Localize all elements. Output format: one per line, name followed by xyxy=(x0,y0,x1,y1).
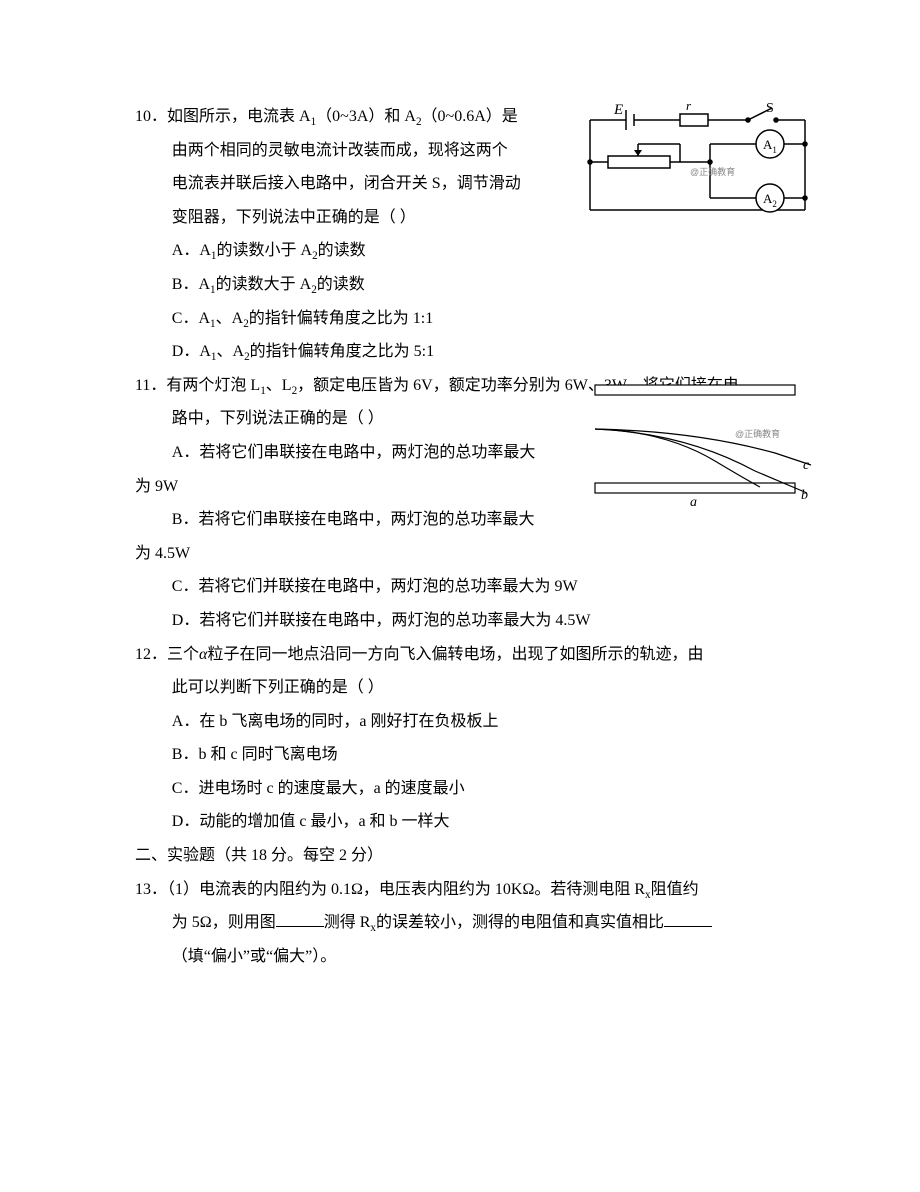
q12-stem-line1: 12．三个α粒子在同一地点沿同一方向飞入偏转电场，出现了如图所示的轨迹，由 xyxy=(135,638,805,672)
label-e: E xyxy=(613,102,623,118)
section-2-header: 二、实验题（共 18 分。每空 2 分） xyxy=(135,839,805,873)
question-13: 13．（1）电流表的内阻约为 0.1Ω，电压表内阻约为 10KΩ。若待测电阻 R… xyxy=(135,873,805,974)
q12-option-b: B．b 和 c 同时飞离电场 xyxy=(135,738,805,772)
q12-option-a: A．在 b 飞离电场的同时，a 刚好打在负极板上 xyxy=(135,705,805,739)
q10-option-a: A．A1的读数小于 A2的读数 xyxy=(135,234,805,268)
blank-1[interactable] xyxy=(276,910,324,927)
q12-stem-line2: 此可以判断下列正确的是（ ） xyxy=(135,671,805,705)
question-12: 12．三个α粒子在同一地点沿同一方向飞入偏转电场，出现了如图所示的轨迹，由 此可… xyxy=(135,638,805,840)
label-c: c xyxy=(803,458,810,473)
watermark: @正确教育 xyxy=(735,428,780,439)
label-r: r xyxy=(686,100,692,113)
watermark: @正确教育 xyxy=(690,166,735,177)
q13-line2: 为 5Ω，则用图测得 Rx的误差较小，测得的电阻值和真实值相比 xyxy=(135,906,805,940)
blank-2[interactable] xyxy=(664,910,712,927)
question-11: 11．有两个灯泡 L1、L2，额定电压皆为 6V，额定功率分别为 6W、3W，将… xyxy=(135,369,805,638)
q11-option-c: C．若将它们并联接在电路中，两灯泡的总功率最大为 9W xyxy=(135,570,805,604)
field-diagram: a b c @正确教育 xyxy=(575,381,815,511)
label-a: a xyxy=(690,495,697,510)
question-10: E r S A1 A2 @正确教育 10．如图所示，电流表 A1（0~3A）和 … xyxy=(135,100,805,369)
q11-option-b-tail: 为 4.5W xyxy=(135,537,805,571)
q13-line1: 13．（1）电流表的内阻约为 0.1Ω，电压表内阻约为 10KΩ。若待测电阻 R… xyxy=(135,873,805,907)
q12-option-c: C．进电场时 c 的速度最大，a 的速度最小 xyxy=(135,772,805,806)
q10-option-b: B．A1的读数大于 A2的读数 xyxy=(135,268,805,302)
circuit-diagram: E r S A1 A2 @正确教育 xyxy=(580,100,815,225)
q12-option-d: D．动能的增加值 c 最小，a 和 b 一样大 xyxy=(135,805,805,839)
q10-option-d: D．A1、A2的指针偏转角度之比为 5:1 xyxy=(135,335,805,369)
q13-line3: （填“偏小”或“偏大”）。 xyxy=(135,940,805,974)
label-s: S xyxy=(766,101,774,116)
label-b: b xyxy=(801,488,808,503)
q11-option-d: D．若将它们并联接在电路中，两灯泡的总功率最大为 4.5W xyxy=(135,604,805,638)
q10-option-c: C．A1、A2的指针偏转角度之比为 1:1 xyxy=(135,302,805,336)
